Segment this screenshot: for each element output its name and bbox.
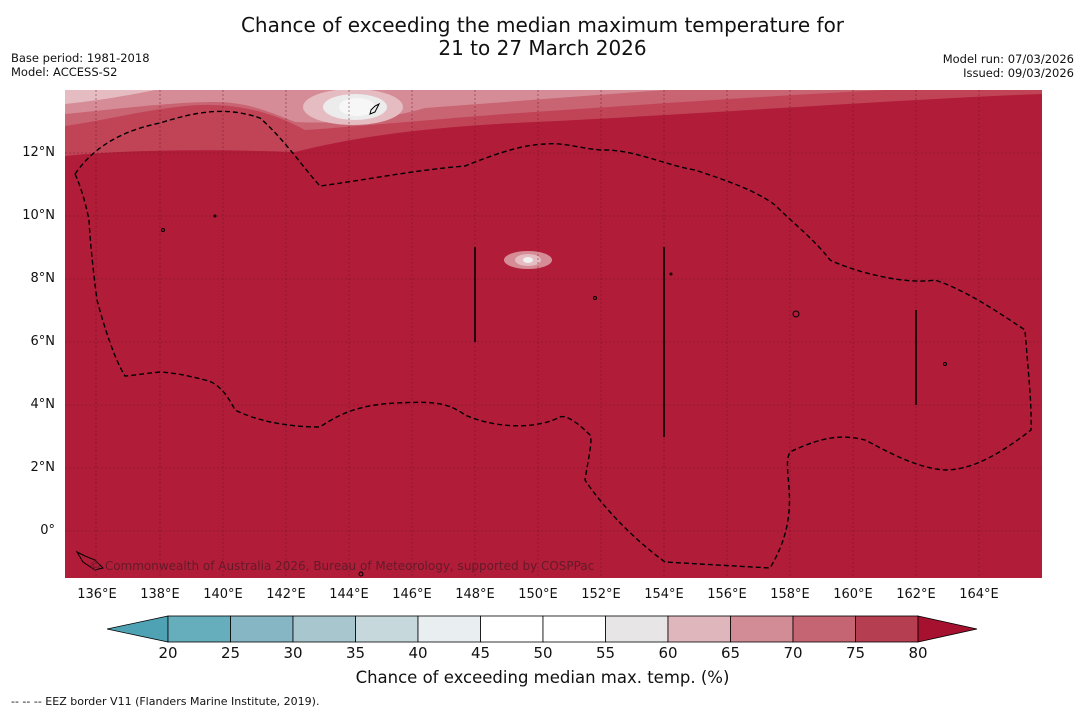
colorbar-seg-55-60 [605,615,669,643]
issued-date: Issued: 09/03/2026 [963,66,1074,80]
meta-right: Model run: 07/03/2026 Issued: 09/03/2026 [943,52,1074,80]
colorbar-segments [167,615,919,643]
colorbar-tick-35: 35 [345,644,366,662]
colorbar-tick-55: 55 [595,644,616,662]
eez-footnote: -- -- -- EEZ border V11 (Flanders Marine… [11,695,320,708]
lat-label-8n: 8°N [30,271,56,286]
map-title: Chance of exceeding the median maximum t… [0,14,1085,60]
lon-label-152e: 152°E [581,587,621,602]
lon-label-142e: 142°E [266,587,306,602]
prob-blob-50 [339,98,375,116]
lon-label-150e: 150°E [518,587,558,602]
colorbar-extend-low [107,615,169,643]
colorbar-tick-45: 45 [470,644,491,662]
lon-label-164e: 164°E [959,587,999,602]
colorbar-tick-70: 70 [783,644,803,662]
colorbar-tick-60: 60 [658,644,678,662]
lon-label-156e: 156°E [707,587,747,602]
copyright: © Commonwealth of Australia 2026, Bureau… [89,559,594,573]
colorbar-seg-25-30 [230,615,294,643]
colorbar-seg-60-65 [667,615,731,643]
colorbar-tick-40: 40 [408,644,428,662]
map-panel[interactable]: © Commonwealth of Australia 2026, Bureau… [65,90,1042,578]
colorbar-seg-30-35 [292,615,356,643]
lon-label-158e: 158°E [770,587,810,602]
lon-label-162e: 162°E [896,587,936,602]
model-name: Model: ACCESS-S2 [11,65,118,79]
lon-label-138e: 138°E [140,587,180,602]
map-svg: © Commonwealth of Australia 2026, Bureau… [65,90,1042,578]
colorbar-extend-high [917,615,978,643]
graticule [65,90,1042,578]
lon-label-154e: 154°E [644,587,684,602]
colorbar-seg-20-25 [167,615,231,643]
colorbar-seg-65-70 [730,615,794,643]
model-run: Model run: 07/03/2026 [942,52,1074,66]
colorbar-tick-20: 20 [158,644,178,662]
colorbar-seg-35-40 [355,615,419,643]
colorbar-label: Chance of exceeding median max. temp. (%… [355,668,730,687]
colorbar-seg-50-55 [542,615,606,643]
title-line-2: 21 to 27 March 2026 [438,36,647,60]
colorbar-seg-40-45 [417,615,481,643]
colorbar-tick-50: 50 [533,644,553,662]
lon-label-144e: 144°E [329,587,369,602]
colorbar-tick-75: 75 [845,644,866,662]
lon-label-146e: 146°E [392,587,432,602]
eez-border [74,110,1032,569]
colorbar [107,615,978,643]
base-period: Base period: 1981-2018 [11,51,150,65]
colorbar-seg-70-75 [792,615,856,643]
colorbar-tick-25: 25 [220,644,241,662]
lat-label-6n: 6°N [30,334,56,349]
lon-label-136e: 136°E [77,587,117,602]
meta-left: Base period: 1981-2018 Model: ACCESS-S2 [11,51,150,79]
lat-label-10n: 10°N [22,208,55,223]
lon-label-140e: 140°E [203,587,243,602]
lon-label-148e: 148°E [455,587,495,602]
colorbar-seg-45-50 [480,615,544,643]
lon-label-160e: 160°E [833,587,873,602]
lat-label-12n: 12°N [22,145,55,160]
lat-label-0: 0° [40,523,55,538]
colorbar-tick-65: 65 [720,644,741,662]
colorbar-tick-30: 30 [283,644,303,662]
lat-label-2n: 2°N [30,460,56,475]
colorbar-tick-80: 80 [908,644,928,662]
islands [75,102,947,577]
prob-band-60-left [65,90,155,104]
colorbar-seg-75-80 [855,615,919,643]
title-line-1: Chance of exceeding the median maximum t… [240,13,845,37]
lat-label-4n: 4°N [30,397,56,412]
